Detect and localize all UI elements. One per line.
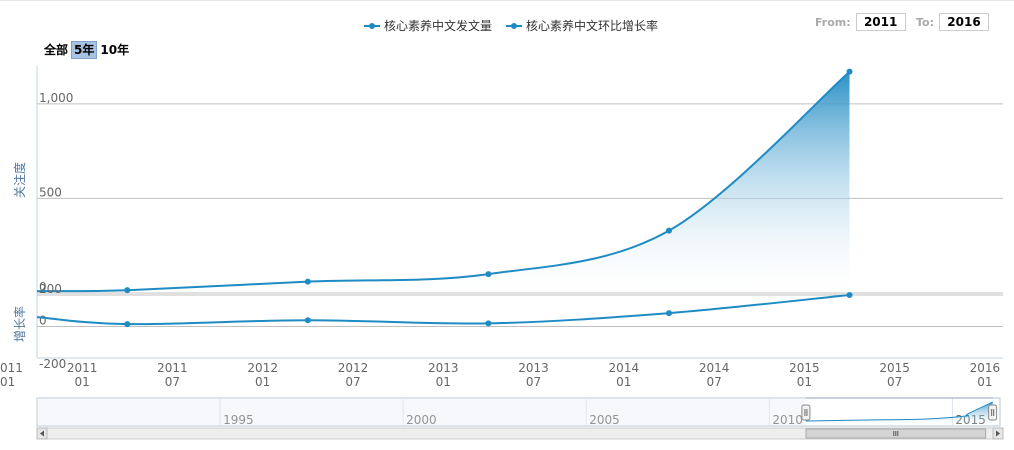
navigator-tick-label: 2000 bbox=[406, 413, 437, 427]
x-tick-label: 2012 07 bbox=[338, 361, 369, 389]
data-point bbox=[304, 278, 311, 285]
x-tick-label: 2011 01 bbox=[67, 361, 98, 389]
x-tick-label-partial: 011 01 bbox=[0, 361, 23, 389]
data-point bbox=[485, 320, 492, 327]
date-from-group: From: 2011 bbox=[815, 13, 906, 31]
legend-label: 核心素养中文环比增长率 bbox=[526, 19, 659, 33]
navigator-mask-left bbox=[37, 398, 806, 426]
x-tick-label: 2011 07 bbox=[157, 361, 188, 389]
range-selector: 全部 5年 10年 bbox=[42, 41, 131, 59]
top-border bbox=[0, 0, 1014, 1]
y-tick-label: -200 bbox=[39, 357, 66, 371]
to-date-input[interactable]: 2016 bbox=[939, 13, 989, 31]
y-axis-title: 关注度 bbox=[12, 162, 27, 198]
series-line bbox=[36, 294, 850, 326]
navigator-line bbox=[805, 401, 993, 422]
handle-grip-icon bbox=[801, 404, 811, 421]
y-tick-label: 200 bbox=[39, 282, 62, 296]
to-label: To: bbox=[916, 15, 934, 29]
data-point bbox=[124, 287, 131, 294]
x-tick-label: 2016 01 bbox=[970, 361, 1001, 389]
arrow-left-icon bbox=[40, 430, 44, 437]
legend-marker-icon bbox=[364, 21, 380, 31]
handle-grip-icon bbox=[988, 404, 998, 421]
legend-item-volume[interactable]: 核心素养中文发文量 bbox=[364, 17, 492, 34]
y-tick-label: 0 bbox=[39, 280, 47, 294]
navigator-handle-left[interactable] bbox=[801, 404, 811, 421]
data-point bbox=[665, 310, 672, 317]
y-axis-title: 增长率 bbox=[12, 306, 27, 342]
navigator-handle-right[interactable] bbox=[988, 404, 998, 421]
series-area bbox=[37, 71, 850, 293]
navigator-tick-label: 2010 bbox=[772, 413, 803, 427]
navigator-tick-label: 1995 bbox=[223, 413, 254, 427]
range-button-5y[interactable]: 5年 bbox=[71, 41, 98, 59]
chart-legend: 核心素养中文发文量 核心素养中文环比增长率 bbox=[364, 17, 658, 34]
navigator-area bbox=[805, 402, 993, 426]
from-label: From: bbox=[815, 15, 851, 29]
data-point bbox=[304, 317, 311, 324]
x-tick-label: 2014 07 bbox=[699, 361, 730, 389]
data-point bbox=[846, 292, 853, 298]
date-to-group: To: 2016 bbox=[916, 13, 989, 31]
x-tick-label: 2013 01 bbox=[428, 361, 459, 389]
x-tick-label: 2012 01 bbox=[247, 361, 278, 389]
x-tick-label: 2014 01 bbox=[609, 361, 640, 389]
y-tick-label: 500 bbox=[39, 185, 62, 199]
data-point bbox=[124, 321, 131, 328]
x-tick-label: 2015 01 bbox=[789, 361, 820, 389]
data-point bbox=[846, 68, 853, 75]
legend-marker-icon bbox=[506, 21, 523, 31]
legend-item-growth[interactable]: 核心素养中文环比增长率 bbox=[506, 17, 658, 34]
data-point bbox=[665, 227, 672, 234]
range-button-10y[interactable]: 10年 bbox=[100, 43, 130, 57]
navigator-tick-label: 2005 bbox=[589, 413, 620, 427]
x-tick-label: 2013 07 bbox=[518, 361, 549, 389]
arrow-right-icon bbox=[996, 430, 1000, 437]
y-tick-label: 0 bbox=[39, 314, 47, 328]
legend-label: 核心素养中文发文量 bbox=[384, 19, 493, 33]
range-button-all[interactable]: 全部 bbox=[44, 43, 69, 57]
data-point bbox=[485, 271, 492, 278]
y-tick-label: 1,000 bbox=[39, 91, 73, 105]
x-tick-label: 2015 07 bbox=[879, 361, 910, 389]
from-date-input[interactable]: 2011 bbox=[855, 13, 906, 31]
